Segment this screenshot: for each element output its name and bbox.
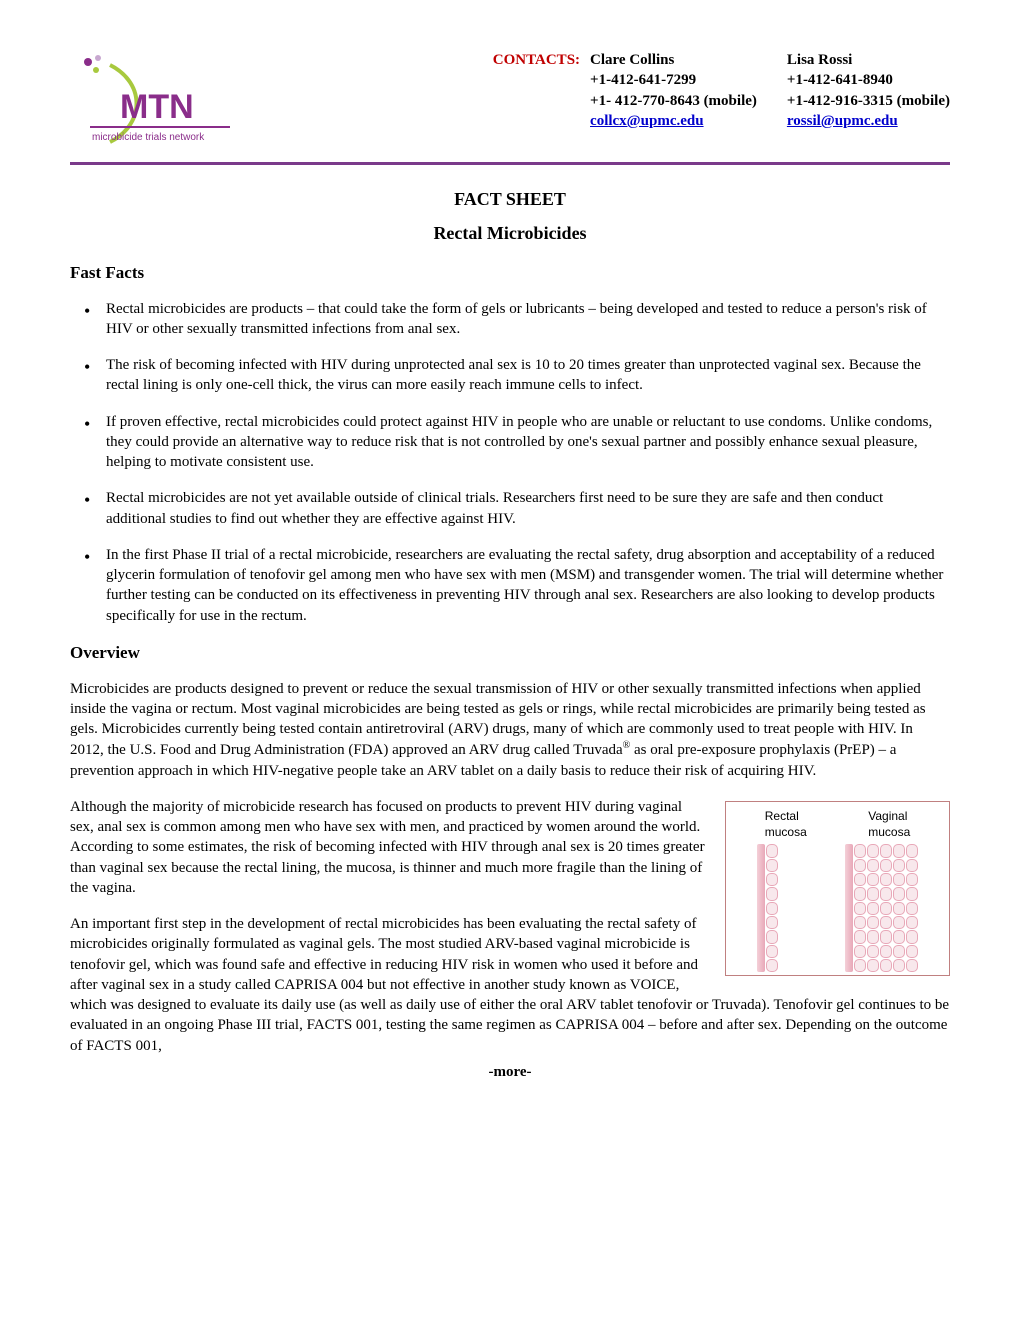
contact-mobile: +1- 412-770-8643 (mobile) xyxy=(590,91,757,111)
diagram-label-vaginal: Vaginalmucosa xyxy=(868,808,910,840)
fast-facts-heading: Fast Facts xyxy=(70,262,950,285)
list-item: Rectal microbicides are not yet availabl… xyxy=(106,488,950,529)
svg-text:microbicide trials network: microbicide trials network xyxy=(92,132,205,143)
contact-name: Clare Collins xyxy=(590,50,757,70)
overview-heading: Overview xyxy=(70,642,950,665)
diagram-label-rectal: Rectalmucosa xyxy=(765,808,807,840)
contact-phone: +1-412-641-8940 xyxy=(787,70,950,90)
page-header: MTN microbicide trials network CONTACTS:… xyxy=(70,50,950,150)
list-item: Rectal microbicides are products – that … xyxy=(106,299,950,340)
fast-facts-list: Rectal microbicides are products – that … xyxy=(70,299,950,626)
vaginal-mucosa-cells xyxy=(845,844,918,972)
overview-p1: Microbicides are products designed to pr… xyxy=(70,679,950,781)
contact-mobile: +1-412-916-3315 (mobile) xyxy=(787,91,950,111)
contacts-label: CONTACTS: xyxy=(493,50,580,131)
svg-text:MTN: MTN xyxy=(120,88,194,126)
contact-email[interactable]: rossil@upmc.edu xyxy=(787,113,898,129)
contacts-block: CONTACTS: Clare Collins +1-412-641-7299 … xyxy=(493,50,950,131)
rectal-mucosa-cells xyxy=(757,844,778,972)
contact-person-1: Clare Collins +1-412-641-7299 +1- 412-77… xyxy=(590,50,757,131)
contact-phone: +1-412-641-7299 xyxy=(590,70,757,90)
mtn-logo: MTN microbicide trials network xyxy=(70,50,250,150)
page-title: FACT SHEET xyxy=(70,187,950,211)
contact-person-2: Lisa Rossi +1-412-641-8940 +1-412-916-33… xyxy=(787,50,950,131)
mucosa-diagram: Rectalmucosa Vaginalmucosa xyxy=(725,801,950,976)
list-item: The risk of becoming infected with HIV d… xyxy=(106,355,950,396)
contact-name: Lisa Rossi xyxy=(787,50,950,70)
header-divider xyxy=(70,162,950,165)
list-item: In the first Phase II trial of a rectal … xyxy=(106,545,950,626)
overview-body: Microbicides are products designed to pr… xyxy=(70,679,950,1058)
list-item: If proven effective, rectal microbicides… xyxy=(106,412,950,473)
page-footer-more: -more- xyxy=(70,1062,950,1082)
page-subtitle: Rectal Microbicides xyxy=(70,221,950,245)
contact-email[interactable]: collcx@upmc.edu xyxy=(590,113,704,129)
